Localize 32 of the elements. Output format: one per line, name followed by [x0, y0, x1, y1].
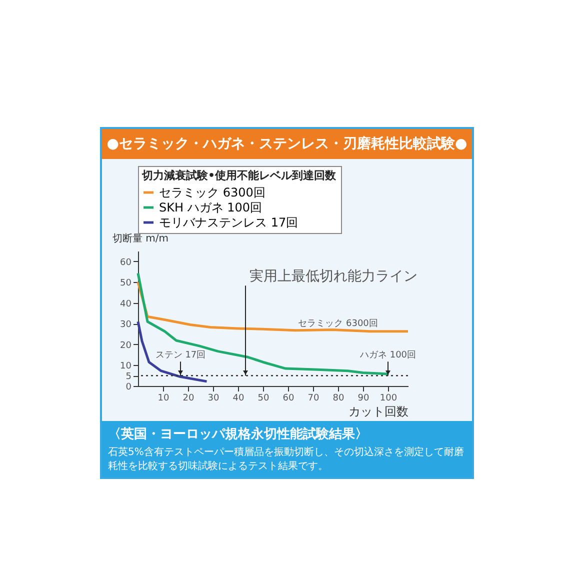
x-tick-label: 60 [282, 394, 294, 404]
x-tick-label: 70 [308, 394, 320, 404]
legend-label: モリバナステンレス 17回 [159, 216, 298, 230]
annotation: セラミック 6300回 [298, 318, 378, 329]
y-tick-label: 5 [126, 372, 132, 382]
legend-label: セラミック 6300回 [159, 186, 266, 200]
x-tick-label: 100 [380, 394, 398, 404]
annotation: 実用上最低切れ能力ライン [250, 268, 418, 285]
y-axis-title: 切断量 m/m [112, 232, 169, 244]
y-tick-label: 40 [120, 299, 132, 310]
x-tick-label: 40 [232, 394, 244, 404]
legend-title: 切力減衰試験•使用不能レベル到達回数 [141, 169, 338, 182]
y-tick-label: 0 [126, 382, 132, 392]
y-tick-label: 10 [120, 362, 132, 372]
y-tick-label: 30 [120, 320, 132, 330]
y-tick-label: 50 [120, 278, 132, 289]
x-tick-label: 30 [208, 394, 220, 404]
annotation: ハガネ 100回 [358, 350, 416, 361]
chart-title: ●セラミック・ハガネ・ステンレス・刃磨耗性比較試験● [102, 129, 472, 159]
line-series [136, 320, 208, 383]
x-tick-label: 10 [158, 394, 170, 404]
annotation: ステン 17回 [155, 350, 206, 361]
text: 石英5%含有テストペーパー積層品を振動切断し、その切込深さを測定して耐磨耗性を比較する切味試験によるテスト結果です。 [108, 446, 465, 473]
x-tick-label: 20 [182, 394, 194, 404]
y-tick-label: 20 [120, 340, 132, 351]
legend-label: SKH ハガネ 100回 [159, 200, 262, 214]
y-tick-label: 60 [120, 258, 132, 268]
x-tick-label: 90 [358, 394, 370, 404]
x-tick-label: 50 [258, 394, 270, 404]
x-axis-title: カット回数 [348, 404, 408, 418]
x-tick-label: 80 [332, 394, 344, 404]
text: 〈英国・ヨーロッパ規格永切性能試験結果〉 [108, 426, 369, 443]
